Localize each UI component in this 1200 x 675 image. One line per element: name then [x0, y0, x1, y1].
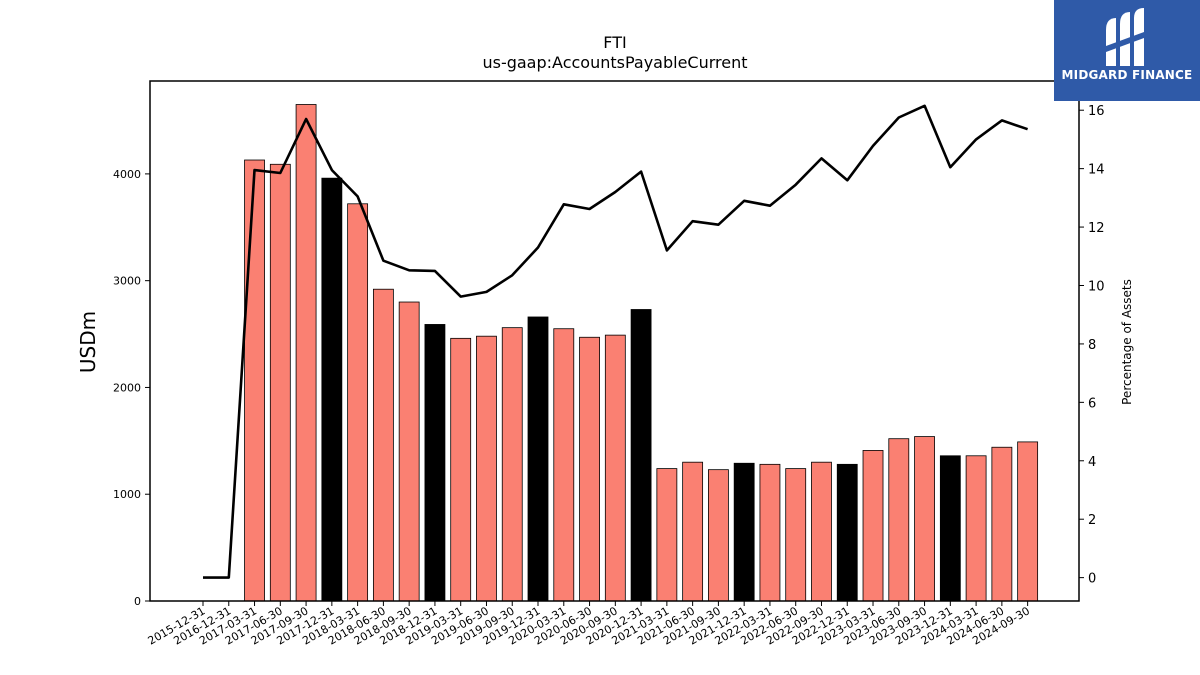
bar-2017-12-31 [321, 177, 343, 602]
bar-2022-06-30 [785, 468, 807, 602]
bar-2019-03-31 [450, 337, 472, 602]
bar-2019-09-30 [501, 327, 523, 602]
bar-2022-09-30 [811, 461, 832, 602]
bar-2021-09-30 [708, 469, 729, 602]
bar-2023-09-30 [914, 436, 935, 602]
y2-tick-label: 4 [1088, 455, 1096, 470]
bar-2018-03-31 [347, 203, 369, 602]
y2-tick-label: 0 [1088, 572, 1096, 587]
y-tick-label: 0 [134, 595, 141, 608]
chart-title: FTI [603, 33, 626, 52]
y-axis-label: USDm [76, 311, 100, 373]
pct-assets-line [203, 104, 1029, 579]
bar-2020-12-31 [630, 309, 652, 602]
bar-2020-03-31 [553, 328, 575, 602]
line-group [203, 104, 1029, 579]
y2-tick-label: 6 [1088, 396, 1096, 411]
y2-tick-label: 16 [1088, 104, 1105, 119]
y-tick-label: 2000 [113, 381, 141, 394]
bar-2020-09-30 [604, 334, 626, 602]
bar-2018-06-30 [372, 288, 394, 602]
bar-2024-06-30 [991, 446, 1013, 602]
bar-2021-06-30 [682, 461, 704, 602]
y-tick-label: 1000 [113, 488, 141, 501]
bar-2023-12-31 [939, 455, 961, 602]
bar-2017-06-30 [269, 163, 291, 602]
bar-2017-09-30 [295, 104, 317, 602]
chart-subtitle: us-gaap:AccountsPayableCurrent [482, 53, 747, 72]
bar-2021-03-31 [656, 468, 678, 602]
midgard-logo-icon [1106, 8, 1144, 66]
y2-tick-label: 12 [1088, 221, 1105, 236]
bar-2020-06-30 [579, 336, 600, 602]
y2-tick-label: 2 [1088, 513, 1096, 528]
y2-tick-label: 14 [1088, 163, 1105, 178]
bar-2024-03-31 [965, 455, 987, 602]
brand-logo-text: MIDGARD FINANCE [1061, 68, 1193, 82]
bars-group [244, 104, 1039, 602]
y2-tick-label: 10 [1088, 279, 1105, 294]
y-tick-label: 3000 [113, 275, 141, 288]
bar-2019-06-30 [476, 335, 497, 602]
bar-2022-03-31 [759, 463, 781, 602]
y2-axis-label: Percentage of Assets [1120, 279, 1134, 405]
bar-2022-12-31 [836, 463, 858, 602]
bar-2023-06-30 [888, 438, 910, 602]
y-tick-label: 4000 [113, 168, 141, 181]
bar-2019-12-31 [527, 316, 549, 602]
bar-2023-03-31 [862, 450, 884, 602]
bar-2018-09-30 [398, 301, 420, 602]
bar-2018-12-31 [424, 324, 446, 602]
brand-logo: MIDGARD FINANCE [1054, 0, 1200, 101]
bar-2024-09-30 [1017, 441, 1039, 602]
plot-frame [149, 80, 1080, 602]
y2-tick-label: 8 [1088, 338, 1096, 353]
bar-2017-03-31 [244, 159, 265, 602]
bar-2021-12-31 [733, 462, 755, 602]
